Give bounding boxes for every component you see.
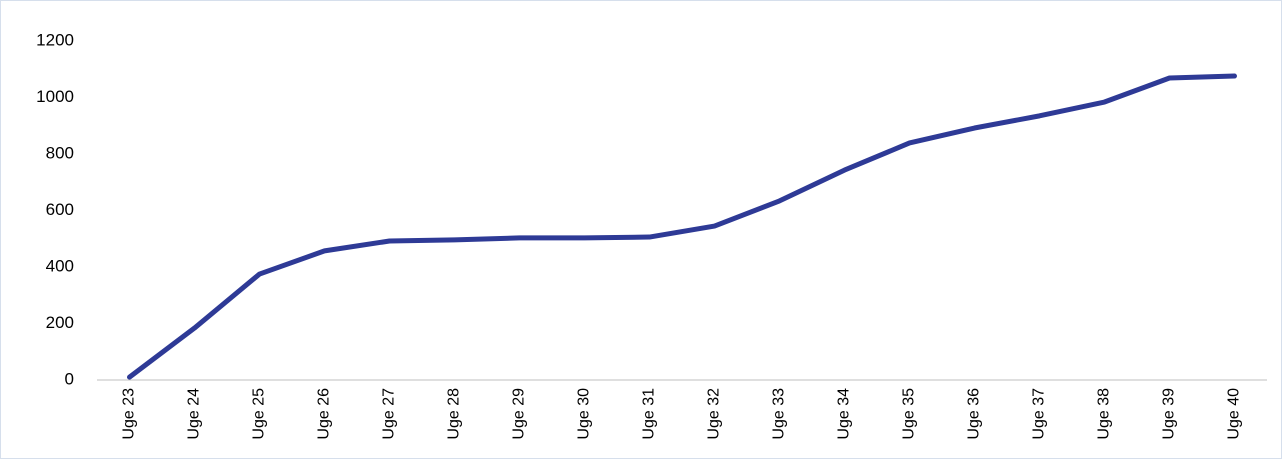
- x-tick-label: Uge 24: [186, 388, 203, 440]
- x-tick-label: Uge 38: [1096, 388, 1113, 440]
- y-tick-label: 1000: [36, 87, 74, 106]
- x-tick-label: Uge 28: [446, 388, 463, 440]
- y-tick-label: 800: [46, 143, 74, 162]
- x-tick-label: Uge 34: [836, 388, 853, 440]
- x-tick-label: Uge 27: [381, 388, 398, 440]
- data-line: [127, 73, 1237, 380]
- y-tick-label: 600: [46, 200, 74, 219]
- x-tick-label: Uge 37: [1031, 388, 1048, 440]
- x-tick-label: Uge 32: [706, 388, 723, 440]
- y-tick-label: 200: [46, 313, 74, 332]
- x-tick-label: Uge 30: [576, 388, 593, 440]
- x-tick-label: Uge 33: [771, 388, 788, 440]
- x-tick-label: Uge 26: [316, 388, 333, 440]
- x-tick-label: Uge 25: [251, 388, 268, 440]
- x-tick-label: Uge 35: [901, 388, 918, 440]
- x-tick-label: Uge 36: [966, 388, 983, 440]
- y-tick-label: 1200: [36, 30, 74, 49]
- y-tick-label: 0: [65, 369, 74, 388]
- x-tick-label: Uge 39: [1161, 388, 1178, 440]
- x-tick-label: Uge 31: [641, 388, 658, 440]
- x-tick-label: Uge 29: [511, 388, 528, 440]
- x-tick-label: Uge 40: [1226, 388, 1243, 440]
- y-tick-label: 400: [46, 256, 74, 275]
- x-tick-label: Uge 23: [121, 388, 138, 440]
